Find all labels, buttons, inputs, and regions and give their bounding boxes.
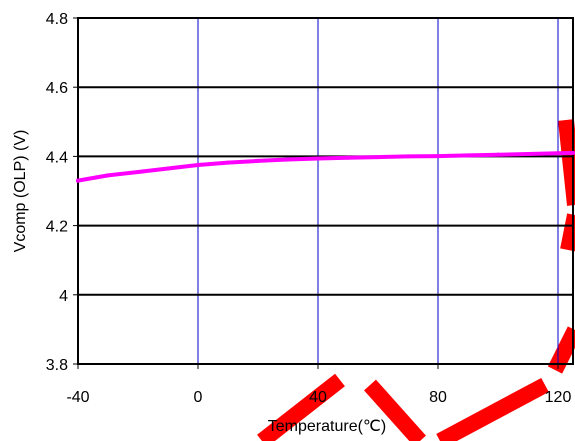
series-layer — [76, 150, 575, 183]
data-point — [466, 153, 470, 158]
series-line — [76, 150, 575, 183]
data-point — [226, 160, 230, 165]
data-point — [256, 158, 260, 163]
y-tick-label: 4.6 — [46, 80, 68, 97]
y-tick-labels: 3.8 4 4.2 4.4 4.6 4.8 — [46, 11, 78, 374]
x-tick-label: 80 — [429, 389, 447, 406]
data-point — [166, 166, 170, 171]
data-point — [136, 169, 140, 174]
y-tick-label: 4.2 — [46, 219, 68, 236]
data-point — [106, 173, 110, 178]
plot-frame — [77, 17, 574, 365]
watermark-stroke — [364, 379, 426, 441]
x-tick-label: 120 — [545, 389, 572, 406]
x-tick-label: 40 — [309, 389, 327, 406]
x-tick-labels: -40 0 40 80 120 — [66, 364, 571, 406]
grid — [78, 18, 573, 364]
data-point — [346, 155, 350, 160]
data-point — [316, 156, 320, 161]
watermark-stroke — [257, 373, 345, 441]
data-point — [526, 151, 530, 156]
data-point — [76, 178, 80, 183]
data-point — [376, 155, 380, 160]
x-tick-label: -40 — [66, 389, 89, 406]
x-tick-label: 0 — [194, 389, 203, 406]
y-tick-label: 4 — [59, 288, 68, 305]
data-point — [436, 154, 440, 159]
data-point — [556, 151, 560, 156]
data-point — [286, 157, 290, 162]
y-tick-label: 4.4 — [46, 149, 68, 166]
data-point — [196, 163, 200, 168]
y-tick-label: 3.8 — [46, 357, 68, 374]
x-axis-label: Temperature(℃) — [268, 418, 386, 435]
y-axis-label: Vcomp (OLP) (V) — [12, 130, 29, 253]
data-point — [496, 152, 500, 157]
data-point — [406, 154, 410, 159]
watermark-stroke — [436, 377, 549, 441]
y-tick-label: 4.8 — [46, 11, 68, 28]
data-point — [571, 150, 575, 155]
